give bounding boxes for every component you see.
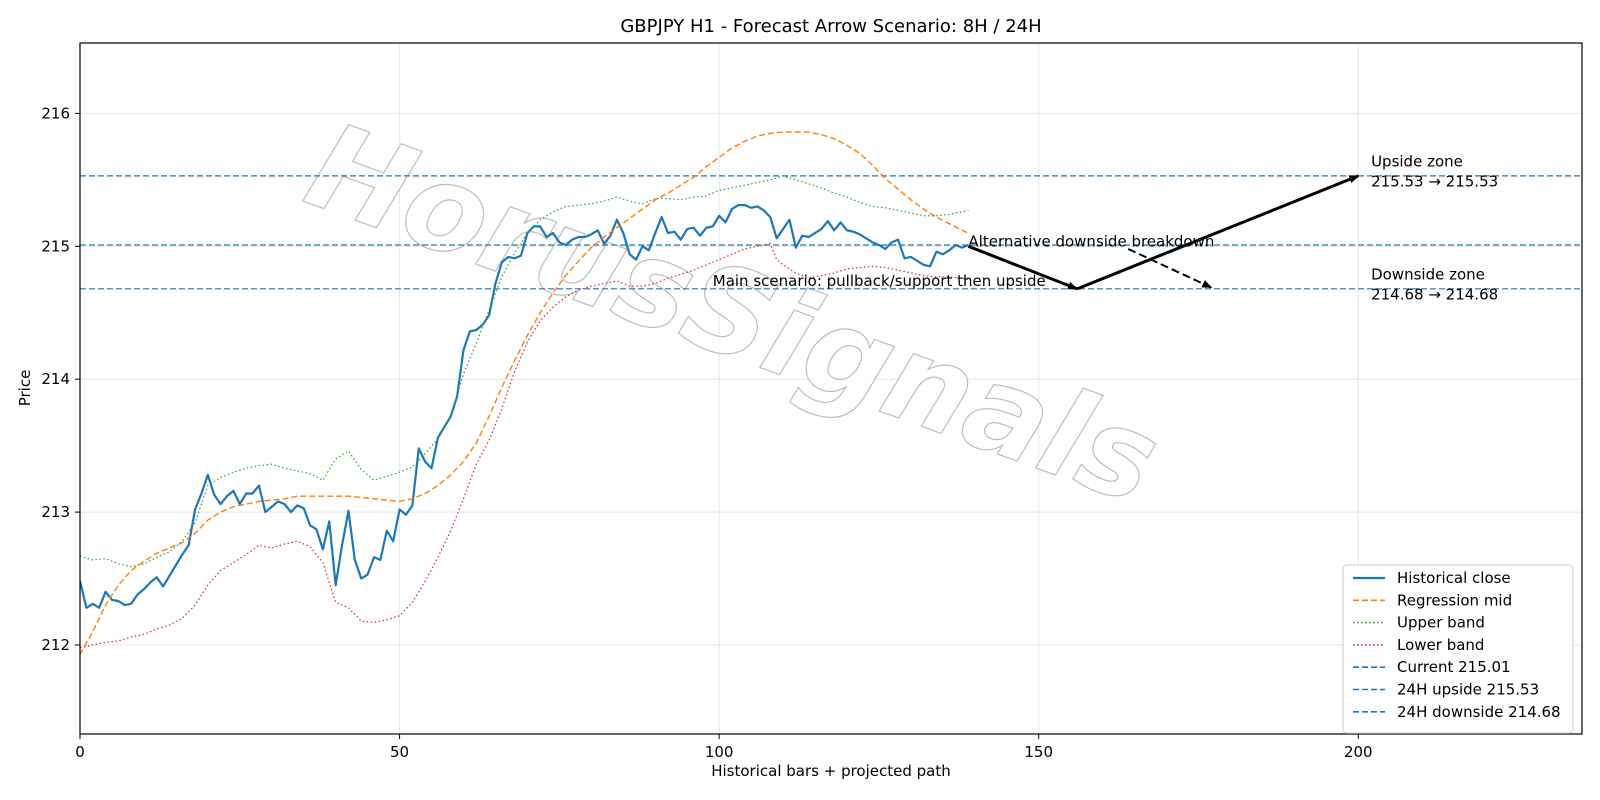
y-tick-label: 212	[41, 636, 70, 654]
x-tick-label: 100	[705, 743, 734, 761]
x-axis-label: Historical bars + projected path	[711, 762, 951, 780]
chart-title: GBPJPY H1 - Forecast Arrow Scenario: 8H …	[620, 16, 1041, 37]
forecast-arrow	[1127, 248, 1213, 289]
legend-label: Upper band	[1397, 614, 1485, 632]
forecast-arrow	[967, 244, 1079, 291]
annotation-text: Upside zone	[1371, 153, 1463, 171]
legend-label: 24H upside 215.53	[1397, 681, 1539, 699]
annotation-text: 215.53 → 215.53	[1371, 173, 1498, 191]
plot-frame	[79, 42, 1583, 735]
x-tick-label: 50	[390, 743, 409, 761]
legend-label: Regression mid	[1397, 591, 1512, 609]
series-line	[80, 131, 969, 655]
legend-label: Current 215.01	[1397, 658, 1511, 676]
x-tick-label: 150	[1024, 743, 1053, 761]
y-tick-label: 215	[41, 237, 70, 255]
y-tick-label: 216	[41, 104, 70, 122]
legend-label: Lower band	[1397, 636, 1484, 654]
watermark: HorusSignals	[290, 96, 1176, 533]
series-line	[80, 204, 969, 609]
legend-label: Historical close	[1397, 569, 1511, 587]
x-tick-label: 200	[1344, 743, 1373, 761]
legend-label: 24H downside 214.68	[1397, 703, 1561, 721]
forecast-arrow	[1076, 174, 1360, 291]
y-tick-label: 214	[41, 370, 70, 388]
annotation-text: Main scenario: pullback/support then ups…	[713, 272, 1046, 290]
watermark-text: HorusSignals	[290, 97, 1175, 532]
forecast-arrows	[967, 174, 1360, 291]
x-tick-label: 0	[75, 743, 85, 761]
series-lines	[80, 131, 969, 655]
axis-ticks: 0 50 100 150 200 212 213 214 215 216	[41, 104, 1372, 761]
grid	[79, 43, 1582, 734]
reference-lines	[80, 175, 1582, 290]
y-axis-label: Price	[16, 370, 34, 407]
annotation-text: Downside zone	[1371, 266, 1485, 284]
y-tick-label: 213	[41, 503, 70, 521]
annotation-text: Alternative downside breakdown	[968, 232, 1214, 250]
annotations: Alternative downside breakdown Main scena…	[713, 153, 1498, 304]
series-line	[80, 243, 969, 649]
legend-box	[1342, 564, 1574, 734]
legend: Historical close Regression mid Upper band…	[1342, 564, 1574, 734]
annotation-text: 214.68 → 214.68	[1371, 285, 1498, 303]
series-line	[80, 175, 969, 568]
